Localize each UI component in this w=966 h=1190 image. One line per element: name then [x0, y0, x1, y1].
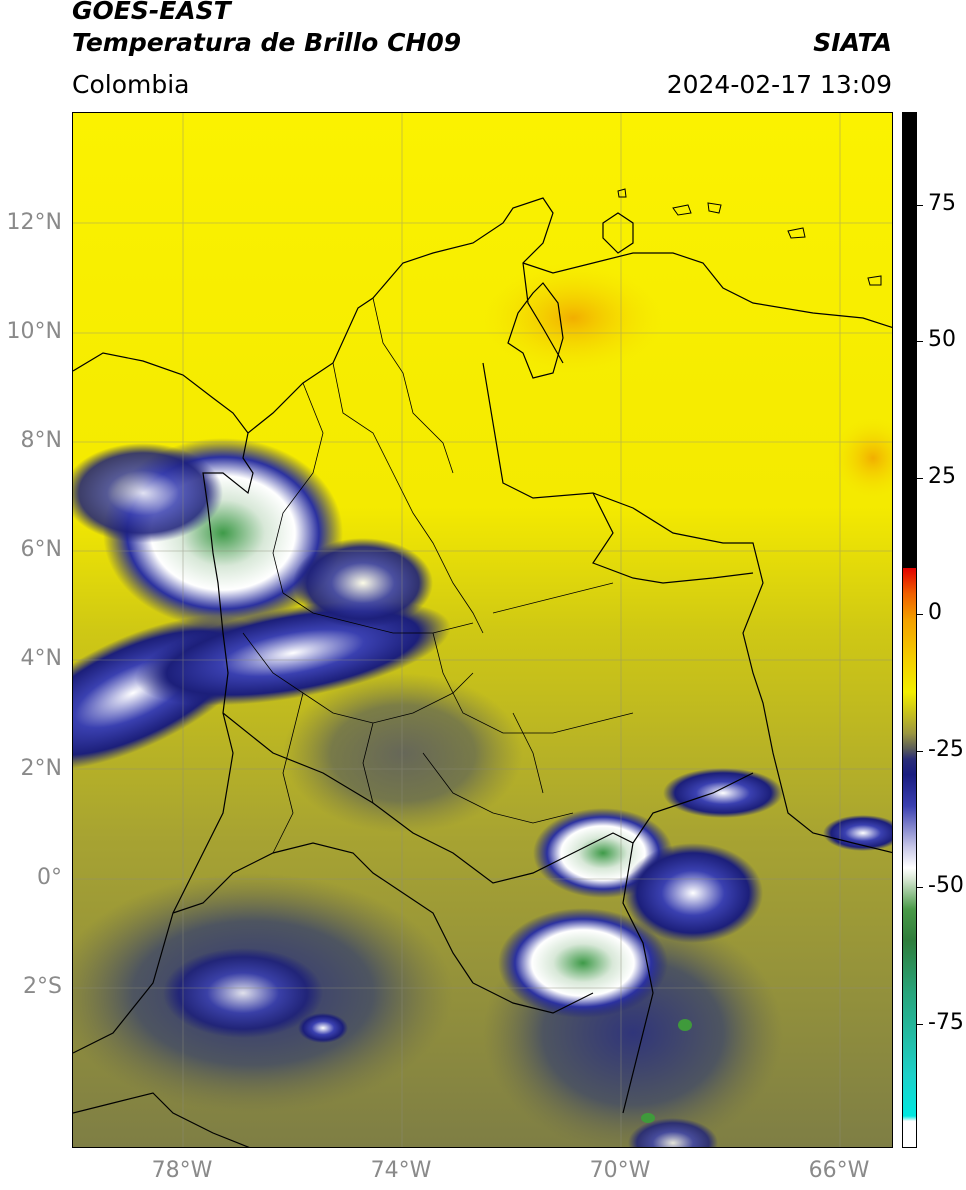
colombia-venezuela-border	[482, 362, 892, 854]
lake-maracaibo	[507, 282, 564, 379]
colorbar-label: -50	[928, 873, 964, 898]
lat-label: 10°N	[6, 319, 62, 344]
cloud-cluster	[293, 538, 433, 628]
lat-label: 2°N	[20, 756, 62, 781]
colorbar-label: 50	[928, 327, 956, 352]
cloud-cell-sw	[163, 948, 323, 1038]
title-line-1: GOES-EAST	[72, 0, 231, 25]
lat-label: 8°N	[20, 428, 62, 453]
lon-label: 66°W	[808, 1158, 870, 1183]
cold-cell	[678, 1019, 692, 1031]
colorbar-tick	[917, 478, 923, 479]
cloud-south	[628, 1118, 718, 1147]
lat-label: 0°	[37, 865, 62, 890]
colorbar-tick	[917, 1024, 923, 1025]
colorbar-tick	[917, 887, 923, 888]
colorbar-tick	[917, 751, 923, 752]
colorbar-label: 75	[928, 191, 956, 216]
lon-label: 74°W	[370, 1158, 432, 1183]
lon-label: 70°W	[589, 1158, 651, 1183]
colombia-brazil-border	[632, 772, 754, 844]
satellite-map[interactable]	[72, 112, 893, 1148]
cloud-cell	[298, 1013, 348, 1043]
colorbar-tick	[917, 614, 923, 615]
peru-border	[472, 982, 594, 1014]
ecuador-border	[172, 842, 474, 984]
cloud-edge	[73, 443, 223, 543]
country-borders	[73, 197, 892, 1147]
timestamp: 2024-02-17 13:09	[666, 70, 892, 99]
colorbar-label: -25	[928, 737, 964, 762]
paraguana	[602, 212, 634, 254]
lon-label: 78°W	[151, 1158, 213, 1183]
lat-label: 12°N	[6, 210, 62, 235]
colorbar-tick	[917, 205, 923, 206]
colorbar-label: -75	[928, 1010, 964, 1035]
warm-spot	[833, 418, 892, 498]
venezuela-coast	[522, 252, 892, 328]
graticule	[73, 113, 892, 1147]
cold-cell	[641, 1113, 655, 1123]
region-label: Colombia	[72, 70, 190, 99]
warm-spot	[483, 263, 663, 373]
cloud-band-se	[623, 843, 763, 943]
pacific-coast	[73, 352, 254, 1054]
map-canvas	[73, 113, 892, 1147]
agency-label: SIATA	[813, 28, 892, 57]
peru-coast	[73, 1092, 250, 1147]
islands	[617, 188, 882, 286]
lat-label: 2°S	[23, 974, 62, 999]
colorbar	[902, 112, 917, 1148]
cold-region-central	[283, 673, 523, 833]
colorbar-label: 25	[928, 464, 956, 489]
caribbean-coast	[247, 197, 564, 434]
colorbar-tick	[917, 341, 923, 342]
lat-label: 4°N	[20, 646, 62, 671]
colombia-ecuador-peru-border	[222, 712, 654, 1114]
lat-label: 6°N	[20, 537, 62, 562]
title-line-2: Temperatura de Brillo CH09	[72, 28, 462, 57]
colorbar-label: 0	[928, 600, 942, 625]
department-borders	[242, 297, 634, 854]
cloud-band-e	[663, 768, 783, 818]
cloud-cluster-se2	[498, 908, 668, 1018]
internal-border	[592, 492, 754, 584]
